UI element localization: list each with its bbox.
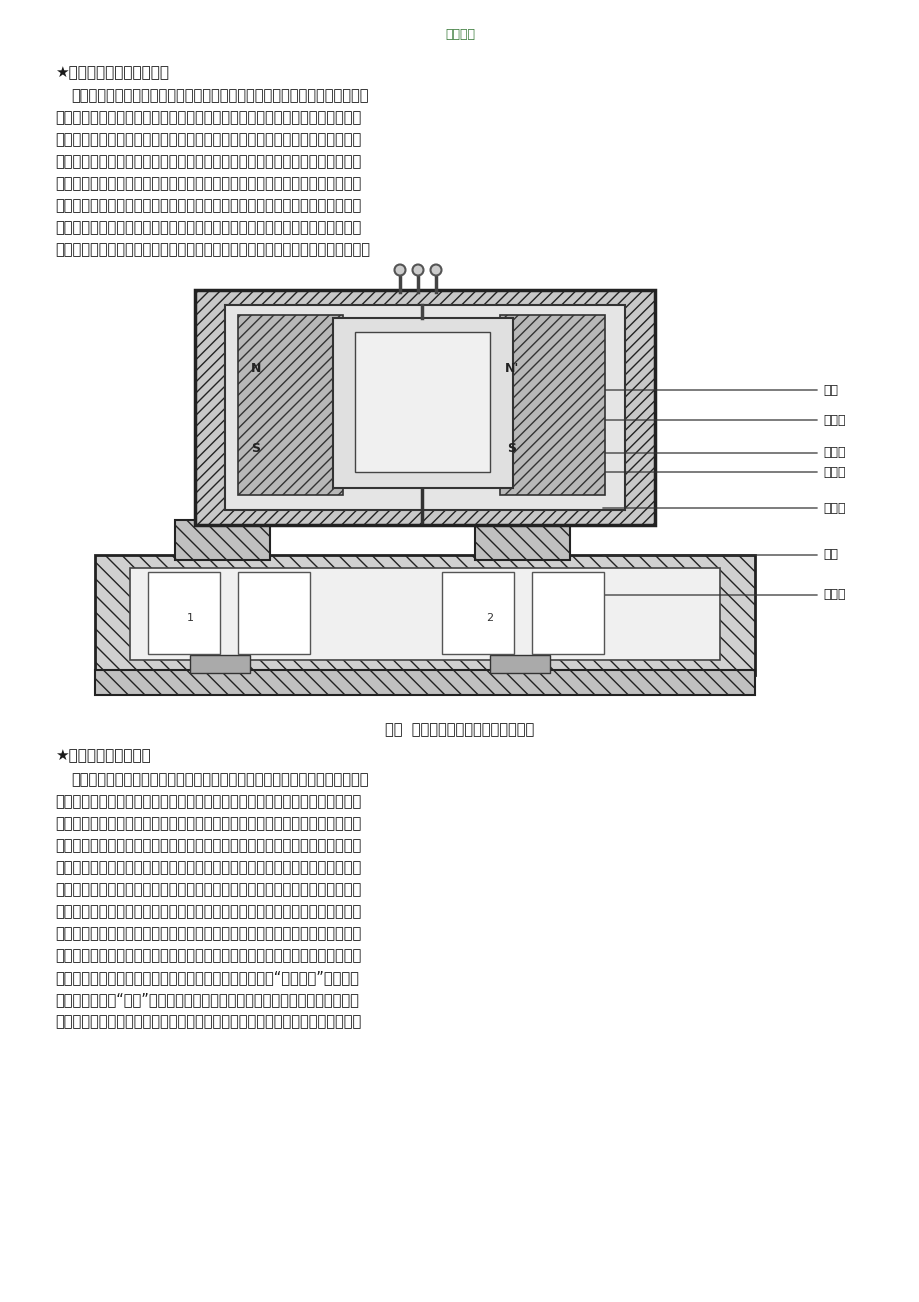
Circle shape xyxy=(394,264,405,276)
Text: 嘴组件偏转一个正比于力矩的小角度。经过喂嘴的高速射流的偏转，使得承受器: 嘴组件偏转一个正比于力矩的小角度。经过喂嘴的高速射流的偏转，使得承受器 xyxy=(55,176,361,191)
Text: 射流管式液压放大器的压力效率及容积效率高，一般为７０％以上，有时也可到: 射流管式液压放大器的压力效率及容积效率高，一般为７０％以上，有时也可到 xyxy=(55,861,361,875)
Text: 计算和预料，力矩马达的构造及工艺困难，加工难度大。喂嘴挡板式的阀与射流: 计算和预料，力矩马达的构造及工艺困难，加工难度大。喂嘴挡板式的阀与射流 xyxy=(55,1014,361,1029)
Text: 止。这样阀芯的位移与限制电流的大小成正比，阀的输出流量就比例于限制电流。: 止。这样阀芯的位移与限制电流的大小成正比，阀的输出流量就比例于限制电流。 xyxy=(55,242,369,256)
Bar xyxy=(190,655,250,673)
Text: 式相比因射流喂嘴大，由污粒等工作液中杂物引起的危害小，抗污染实力强。且: 式相比因射流喂嘴大，由污粒等工作液中杂物引起的危害小，抗污染实力强。且 xyxy=(55,838,361,853)
Text: S: S xyxy=(251,441,260,454)
Text: 射流管: 射流管 xyxy=(823,447,845,460)
Text: 一腔压力提升，另一腔压力降低，连接这两腔的阀芯两端形成压差，阀芯运动直: 一腔压力提升，另一腔压力降低，连接这两腔的阀芯两端形成压差，阀芯运动直 xyxy=(55,198,361,214)
Text: 射流管组件，并使马达与液压局部隔离，所以力矩马达是干式的。前置级为射流: 射流管组件，并使马达与液压局部隔离，所以力矩马达是干式的。前置级为射流 xyxy=(55,109,361,125)
Text: 柔性管: 柔性管 xyxy=(823,414,845,427)
Text: 图２  射流管式力反应电液流量伺服阀: 图２ 射流管式力反应电液流量伺服阀 xyxy=(385,723,534,737)
Circle shape xyxy=(412,264,423,276)
Text: 达９０％以上的高效率。输出限制力（滑阀驱动力）大，进一步提高了抗污染实: 达９０％以上的高效率。输出限制力（滑阀驱动力）大，进一步提高了抗污染实 xyxy=(55,881,361,897)
Bar xyxy=(175,519,269,560)
Text: N: N xyxy=(251,362,261,375)
Bar xyxy=(238,315,343,495)
Text: 1: 1 xyxy=(187,613,193,622)
Text: 图２为射流管式伺服阀的原理图。力矩马达采纳永磁构造，弹簧管支承着衡鐵: 图２为射流管式伺服阀的原理图。力矩马达采纳永磁构造，弹簧管支承着衡鐵 xyxy=(71,89,369,103)
Bar xyxy=(195,290,654,525)
Text: 能，限制两个承受孔获得能量的比例来进展力的限制。这种方式的阀与喂嘴挡板: 能，限制两个承受孔获得能量的比例来进展力的限制。这种方式的阀与喂嘴挡板 xyxy=(55,816,361,831)
Text: 反馈杆: 反馈杆 xyxy=(823,501,845,514)
Text: 优质文档: 优质文档 xyxy=(445,29,474,40)
Text: S: S xyxy=(507,441,516,454)
Circle shape xyxy=(430,264,441,276)
Text: 射流管式与喂嘴挡板式最大差异在于喂嘴挡板式以变更流体回路上所通过的阻: 射流管式与喂嘴挡板式最大差异在于喂嘴挡板式以变更流体回路上所通过的阻 xyxy=(71,772,369,786)
Bar xyxy=(474,519,570,560)
Text: 使阀芯回到零位上，伺服阀可幸免过大的流量输出，具有“失效对中”实力，并: 使阀芯回到零位上，伺服阀可幸免过大的流量输出，具有“失效对中”实力，并 xyxy=(55,970,358,986)
Text: 阀芯: 阀芯 xyxy=(823,548,837,561)
Bar xyxy=(441,572,514,654)
Bar xyxy=(95,555,754,674)
Text: 流管式由于在喂嘴的下游进展力限制，当喂嘴被杂物完全堵死时，因两个承受孔: 流管式由于在喂嘴的下游进展力限制，当喂嘴被杂物完全堵死时，因两个承受孔 xyxy=(55,926,361,941)
Text: 力矩: 力矩 xyxy=(823,384,837,397)
Text: 2: 2 xyxy=(486,613,493,622)
Text: N': N' xyxy=(505,362,518,375)
Bar xyxy=(490,655,550,673)
Text: ★两种阀的主要特点：: ★两种阀的主要特点： xyxy=(55,749,151,763)
Bar xyxy=(499,315,605,495)
Text: ★射流管式伺服阀的原理：: ★射流管式伺服阀的原理： xyxy=(55,65,169,79)
Text: 力。同样其灵敏度、辨别率及低压工作性能大大优于喂嘴挡板阀。另外，由于射: 力。同样其灵敏度、辨别率及低压工作性能大大优于喂嘴挡板阀。另外，由于射 xyxy=(55,904,361,919)
Text: 滤油器: 滤油器 xyxy=(823,589,845,602)
Text: 抗来进展力的限制。相反，射流管式是靠射流喂嘴喂射工作液，将压力能变成动: 抗来进展力的限制。相反，射流管式是靠射流喂嘴喂射工作液，将压力能变成动 xyxy=(55,794,361,809)
Text: 到反应组件产生的力矩与马达力矩相平衡，使喂嘴又回到两承受器的中间位置为: 到反应组件产生的力矩与马达力矩相平衡，使喂嘴又回到两承受器的中间位置为 xyxy=(55,220,361,234)
Bar xyxy=(333,318,513,488)
Text: 制磁通与永磁磁通相互作用，于是衡鐵上产生一个力矩，促使衡鐵、弹簧管、喂: 制磁通与永磁磁通相互作用，于是衡鐵上产生一个力矩，促使衡鐵、弹簧管、喂 xyxy=(55,154,361,169)
Bar xyxy=(130,568,720,660)
Bar xyxy=(531,572,604,654)
Bar xyxy=(95,671,754,695)
Text: 放大器，它由射流管与承受器组成。当马达线圈输入限制电，在衡鐵上生成的限: 放大器，它由射流管与承受器组成。当马达线圈输入限制电，在衡鐵上生成的限 xyxy=(55,132,361,147)
Text: 均无能量输入，滑阀阀芯的两端面也没有油压的作用，反应弹簧的弯曲变形力会: 均无能量输入，滑阀阀芯的两端面也没有油压的作用，反应弹簧的弯曲变形力会 xyxy=(55,948,361,963)
Text: 不会发生所谓的“满能”现象。但射流管式液压放大器及整个阀的性能不易理论: 不会发生所谓的“满能”现象。但射流管式液压放大器及整个阀的性能不易理论 xyxy=(55,992,358,1006)
Bar xyxy=(355,332,490,473)
Bar xyxy=(238,572,310,654)
Bar xyxy=(225,305,624,510)
Bar xyxy=(148,572,220,654)
Text: 射流嘴: 射流嘴 xyxy=(823,466,845,479)
